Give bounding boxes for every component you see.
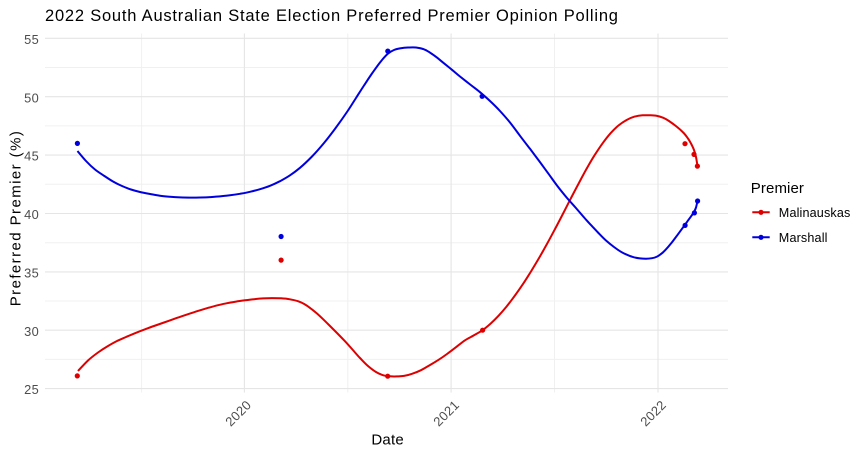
svg-text:Marshall: Marshall bbox=[779, 231, 828, 245]
svg-text:Malinauskas: Malinauskas bbox=[779, 206, 851, 220]
svg-text:25: 25 bbox=[24, 382, 39, 397]
svg-text:Date: Date bbox=[371, 432, 404, 449]
svg-text:30: 30 bbox=[24, 324, 39, 339]
svg-text:55: 55 bbox=[24, 32, 39, 47]
svg-text:35: 35 bbox=[24, 266, 39, 281]
svg-text:2022 South Australian State El: 2022 South Australian State Election Pre… bbox=[45, 7, 619, 25]
svg-text:45: 45 bbox=[24, 149, 39, 164]
svg-text:Premier: Premier bbox=[751, 180, 804, 197]
svg-text:50: 50 bbox=[24, 90, 39, 105]
svg-text:Preferred Premier (%): Preferred Premier (%) bbox=[8, 130, 25, 307]
svg-text:40: 40 bbox=[24, 207, 39, 222]
